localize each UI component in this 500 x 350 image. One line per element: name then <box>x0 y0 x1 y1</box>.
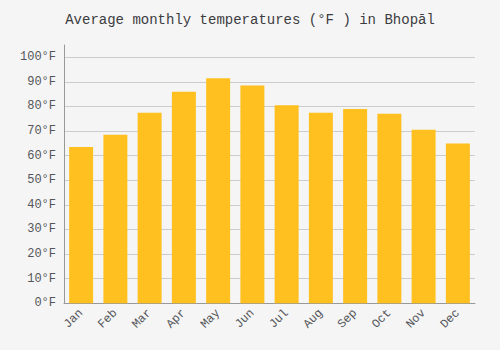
svg-text:60°F: 60°F <box>27 149 56 163</box>
svg-text:40°F: 40°F <box>27 198 56 212</box>
svg-text:100°F: 100°F <box>20 50 56 64</box>
svg-text:20°F: 20°F <box>27 247 56 261</box>
svg-text:30°F: 30°F <box>27 222 56 236</box>
svg-text:Aug: Aug <box>301 306 326 331</box>
svg-text:Jan: Jan <box>61 306 86 331</box>
svg-text:Sep: Sep <box>335 306 360 331</box>
svg-text:Oct: Oct <box>369 306 394 331</box>
svg-text:May: May <box>198 306 223 331</box>
svg-text:Feb: Feb <box>95 306 120 331</box>
svg-text:Average monthly temperatures (: Average monthly temperatures (°F ) in Bh… <box>65 12 435 28</box>
svg-text:Nov: Nov <box>403 306 428 331</box>
svg-text:50°F: 50°F <box>27 173 56 187</box>
svg-text:0°F: 0°F <box>34 296 56 310</box>
svg-text:80°F: 80°F <box>27 99 56 113</box>
svg-text:70°F: 70°F <box>27 124 56 138</box>
svg-text:Mar: Mar <box>129 306 154 331</box>
svg-text:90°F: 90°F <box>27 75 56 89</box>
svg-text:Jul: Jul <box>266 306 291 331</box>
svg-text:Jun: Jun <box>232 306 257 331</box>
svg-text:Dec: Dec <box>438 306 463 331</box>
svg-text:Apr: Apr <box>164 306 189 331</box>
svg-text:10°F: 10°F <box>27 272 56 286</box>
